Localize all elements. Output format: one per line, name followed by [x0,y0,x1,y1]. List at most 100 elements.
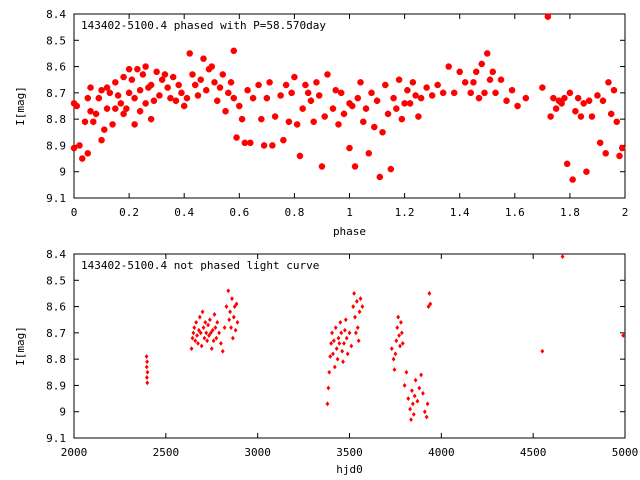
data-point [445,63,452,70]
data-point [271,113,279,120]
data-point [492,89,499,97]
y-tick-label: 8.7 [46,327,66,340]
data-point [193,338,198,344]
y-tick-label: 8.5 [46,34,66,47]
data-point [572,108,579,115]
data-point [206,322,210,328]
data-point [216,84,224,91]
data-point [98,136,105,144]
data-point [421,390,425,396]
data-point [574,94,582,102]
data-point [112,105,119,112]
data-point [473,68,480,76]
data-point [222,108,229,115]
data-point [399,330,404,336]
data-point [346,144,353,152]
data-point [183,94,191,102]
data-point [106,89,114,97]
data-point [462,79,469,86]
data-point [194,319,199,325]
data-point [150,97,158,104]
data-point [338,89,345,97]
data-point [336,335,341,341]
data-point [341,359,345,365]
data-point [208,63,215,70]
data-point [503,97,510,104]
data-point [401,100,408,107]
data-point [128,76,136,83]
data-point [299,105,306,112]
data-point [333,325,338,330]
data-point [417,385,422,391]
data-point [145,369,150,375]
data-point [156,92,163,99]
data-point [205,66,213,73]
data-point [123,105,130,112]
data-point [241,139,249,146]
data-point [357,309,362,315]
data-point [391,356,396,362]
data-point [109,121,116,128]
data-point [619,144,626,152]
data-point [354,298,359,304]
data-point [384,110,392,118]
y-tick-label: 9 [59,406,66,419]
y-tick-label: 9 [59,166,66,179]
data-point [230,296,234,302]
data-point [329,105,337,112]
y-tick-label: 9.1 [46,192,66,205]
data-point [539,84,546,91]
data-point [489,68,496,76]
data-point [409,79,417,86]
data-point [608,110,615,118]
data-point [456,68,463,76]
data-point [360,118,367,125]
data-point [342,340,346,346]
data-point [212,312,217,317]
data-point [280,136,287,144]
data-point [342,327,347,333]
data-point [332,87,339,94]
data-point [144,354,149,359]
data-point [161,71,169,78]
data-point [230,335,235,341]
x-tick-label: 5000 [612,446,639,459]
data-point [331,351,335,357]
data-point [602,150,609,157]
data-point [131,94,138,102]
data-point [610,87,618,94]
data-point [392,367,397,373]
data-point [313,79,320,86]
data-point [219,340,223,346]
data-point [169,73,177,81]
data-point [390,94,397,102]
data-point [181,102,188,110]
data-point [147,115,155,123]
y-tick-label: 8.6 [46,61,66,74]
data-point [90,118,97,125]
data-point [352,291,357,296]
data-point [334,346,339,352]
data-point [207,333,211,338]
data-point [470,79,477,86]
data-point [70,144,78,152]
data-point [404,87,411,94]
data-point [255,81,262,89]
data-point [486,76,494,83]
data-point [588,113,596,120]
data-point [125,89,133,97]
data-point [197,314,202,320]
data-point [142,100,149,107]
data-point [95,94,102,102]
data-point [224,304,229,309]
data-point [222,325,227,330]
data-point [585,97,593,104]
data-point [158,76,166,83]
data-point [145,380,150,386]
data-point [277,92,284,99]
x-tick-label: 2000 [61,446,88,459]
x-tick-label: 2500 [153,446,180,459]
data-point [310,118,317,125]
data-point [321,113,328,120]
data-point [219,71,226,78]
